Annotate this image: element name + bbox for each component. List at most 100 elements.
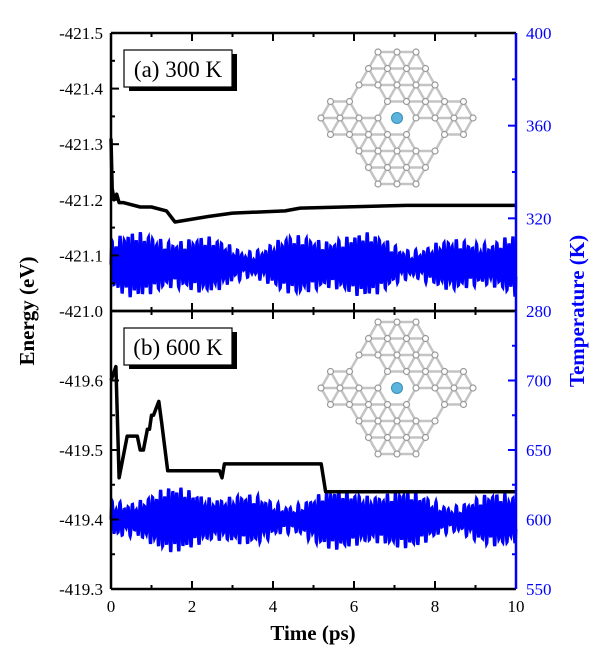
energy-line bbox=[109, 138, 516, 224]
carbon-atom bbox=[431, 81, 439, 89]
metal-atom bbox=[391, 112, 403, 124]
carbon-atom bbox=[374, 48, 382, 56]
carbon-atom bbox=[374, 180, 382, 188]
panel-a: -421.5 -421.4 -421.3 -421.2 -421.1 -421.0 280 3… bbox=[59, 24, 551, 321]
carbon-atom bbox=[393, 450, 401, 458]
carbon-atom bbox=[374, 417, 382, 425]
carbon-atom bbox=[393, 180, 401, 188]
right-tick-label: 400 bbox=[526, 24, 552, 43]
carbon-atom bbox=[469, 114, 477, 122]
carbon-atom bbox=[440, 130, 449, 139]
x-tick-label: 4 bbox=[269, 597, 278, 616]
carbon-atom bbox=[383, 163, 392, 172]
right-tick-label: 320 bbox=[526, 209, 552, 228]
carbon-atom bbox=[421, 433, 430, 442]
carbon-atom bbox=[431, 114, 439, 122]
carbon-atom bbox=[355, 81, 363, 89]
carbon-atom bbox=[345, 97, 354, 106]
carbon-atom bbox=[412, 114, 420, 122]
carbon-atom bbox=[402, 367, 411, 376]
temperature-line bbox=[109, 487, 518, 553]
carbon-atom bbox=[355, 351, 363, 359]
carbon-atom bbox=[383, 433, 392, 442]
carbon-atom bbox=[402, 163, 411, 172]
panel-label: (b) 600 K bbox=[133, 335, 223, 360]
carbon-atom bbox=[459, 130, 468, 139]
carbon-atom bbox=[412, 48, 420, 56]
carbon-atom bbox=[412, 384, 420, 392]
carbon-atom bbox=[355, 417, 363, 425]
carbon-atom bbox=[421, 97, 430, 106]
carbon-atom bbox=[393, 417, 401, 425]
carbon-atom bbox=[326, 130, 335, 139]
panel-label: (a) 300 K bbox=[134, 57, 223, 82]
carbon-atom bbox=[402, 64, 411, 73]
panel-label-box bbox=[123, 49, 233, 88]
left-tick-label: -419.4 bbox=[59, 511, 103, 530]
carbon-atom bbox=[383, 97, 392, 106]
carbon-atom bbox=[364, 400, 373, 409]
carbon-atom bbox=[393, 147, 401, 155]
x-axis-label: Time (ps) bbox=[270, 621, 355, 645]
carbon-atom bbox=[412, 450, 420, 458]
right-tick-label: 700 bbox=[526, 372, 552, 391]
carbon-atom bbox=[431, 384, 439, 392]
carbon-atom bbox=[402, 130, 411, 139]
carbon-atom bbox=[459, 367, 468, 376]
carbon-atom bbox=[355, 147, 363, 155]
temperature-line bbox=[109, 231, 518, 298]
energy-line bbox=[109, 364, 516, 494]
y-axis-label-temperature: Temperature (K) bbox=[565, 235, 589, 387]
carbon-atom bbox=[364, 163, 373, 172]
carbon-atom bbox=[374, 81, 382, 89]
carbon-atom bbox=[402, 97, 411, 106]
carbon-atom bbox=[326, 97, 335, 106]
carbon-atom bbox=[440, 367, 449, 376]
carbon-atom bbox=[431, 147, 439, 155]
panel-label-box bbox=[123, 327, 233, 366]
x-tick-label: 2 bbox=[188, 597, 197, 616]
panel-b: -419.6 -419.5 -419.4 -419.3 550 600 650 700 0 2 4 6… bbox=[59, 309, 552, 616]
carbon-atom bbox=[317, 384, 325, 392]
carbon-atom bbox=[374, 384, 382, 392]
carbon-atom bbox=[402, 334, 411, 343]
carbon-atom bbox=[431, 351, 439, 359]
carbon-atom bbox=[412, 81, 420, 89]
right-tick-label: 280 bbox=[526, 302, 552, 321]
x-tick-label: 6 bbox=[350, 597, 359, 616]
carbon-atom bbox=[374, 450, 382, 458]
x-tick-label: 0 bbox=[107, 597, 116, 616]
carbon-atom bbox=[431, 417, 439, 425]
carbon-atom bbox=[374, 114, 382, 122]
carbon-atom bbox=[393, 318, 401, 326]
carbon-atom bbox=[450, 114, 458, 122]
x-tick-label: 8 bbox=[431, 597, 440, 616]
carbon-atom bbox=[374, 351, 382, 359]
metal-atom bbox=[391, 382, 403, 394]
carbon-atom bbox=[440, 400, 449, 409]
carbon-atom bbox=[355, 114, 363, 122]
carbon-atom bbox=[383, 334, 392, 343]
left-tick-label: -421.3 bbox=[59, 135, 103, 154]
carbon-atom bbox=[317, 114, 325, 122]
carbon-atom bbox=[364, 433, 373, 442]
right-tick-label: 550 bbox=[526, 580, 552, 599]
carbon-atom bbox=[364, 130, 373, 139]
y-axis-label-energy: Energy (eV) bbox=[15, 256, 39, 365]
left-tick-label: -421.0 bbox=[59, 302, 103, 321]
carbon-atom bbox=[450, 384, 458, 392]
right-tick-label: 600 bbox=[526, 511, 552, 530]
carbon-atom bbox=[412, 180, 420, 188]
carbon-atom bbox=[326, 400, 335, 409]
left-tick-label: -421.1 bbox=[59, 246, 103, 265]
left-tick-label: -419.5 bbox=[59, 441, 103, 460]
carbon-atom bbox=[326, 367, 335, 376]
left-tick-label: -419.3 bbox=[59, 580, 103, 599]
carbon-atom bbox=[393, 351, 401, 359]
carbon-atom bbox=[383, 130, 392, 139]
carbon-atom bbox=[383, 64, 392, 73]
carbon-atom bbox=[374, 318, 382, 326]
carbon-atom bbox=[421, 367, 430, 376]
carbon-atom bbox=[412, 318, 420, 326]
